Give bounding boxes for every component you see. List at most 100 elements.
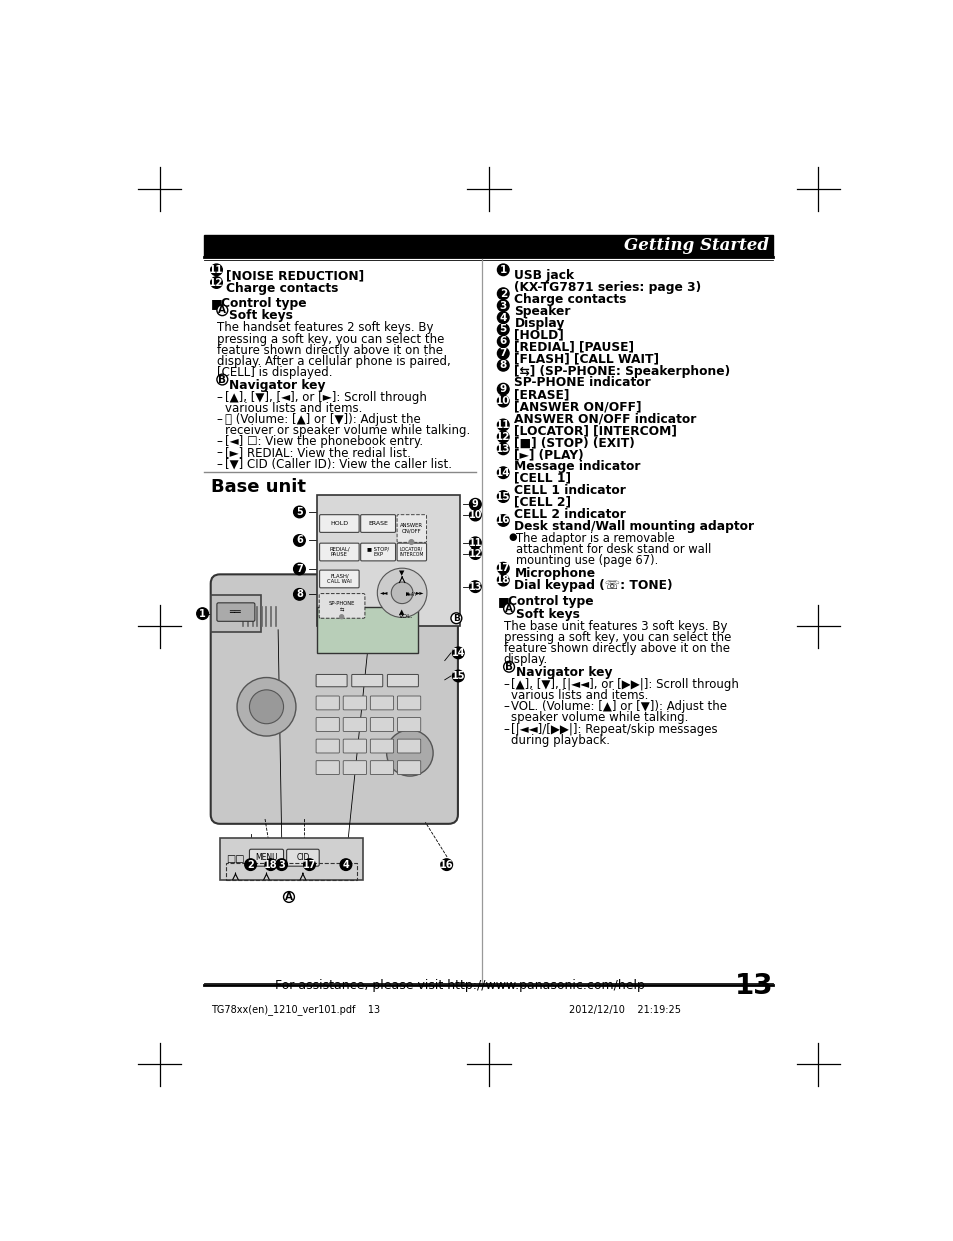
Circle shape <box>249 690 283 724</box>
Text: 8: 8 <box>295 589 302 599</box>
Bar <box>316 495 459 625</box>
Circle shape <box>275 859 287 870</box>
FancyBboxPatch shape <box>319 544 358 561</box>
Text: ANSWER
ON/OFF: ANSWER ON/OFF <box>399 522 422 534</box>
Text: 5: 5 <box>295 508 302 517</box>
Text: [CELL] is displayed.: [CELL] is displayed. <box>216 366 332 379</box>
Circle shape <box>497 360 509 371</box>
Text: [CELL 1]: [CELL 1] <box>514 472 571 485</box>
FancyBboxPatch shape <box>315 740 339 753</box>
Text: during playback.: during playback. <box>511 733 610 747</box>
Text: ■: ■ <box>497 596 509 608</box>
Text: 3: 3 <box>278 860 285 870</box>
FancyBboxPatch shape <box>343 696 366 710</box>
Text: 13: 13 <box>496 444 510 454</box>
FancyBboxPatch shape <box>370 740 394 753</box>
Text: 8: 8 <box>499 360 506 370</box>
Circle shape <box>497 324 509 335</box>
Text: display.: display. <box>503 653 547 666</box>
FancyBboxPatch shape <box>352 674 382 686</box>
Text: ►: ► <box>405 592 411 597</box>
Circle shape <box>216 374 228 385</box>
Text: [HOLD]: [HOLD] <box>514 329 563 341</box>
Text: A: A <box>218 305 226 315</box>
Circle shape <box>451 613 461 624</box>
FancyBboxPatch shape <box>343 740 366 753</box>
Circle shape <box>497 490 509 503</box>
Bar <box>220 838 363 880</box>
FancyBboxPatch shape <box>370 717 394 731</box>
Text: [LOCATOR] [INTERCOM]: [LOCATOR] [INTERCOM] <box>514 424 677 437</box>
Circle shape <box>294 535 305 546</box>
Circle shape <box>386 730 433 776</box>
Circle shape <box>245 859 256 870</box>
Text: various lists and items.: various lists and items. <box>511 689 648 702</box>
Text: TG78xx(en)_1210_ver101.pdf    13: TG78xx(en)_1210_ver101.pdf 13 <box>211 1004 379 1015</box>
Text: ■ STOP/
EXP: ■ STOP/ EXP <box>367 546 389 557</box>
Text: feature shown directly above it on the: feature shown directly above it on the <box>503 642 729 655</box>
Text: [CELL 2]: [CELL 2] <box>514 496 571 509</box>
Circle shape <box>497 311 509 324</box>
FancyBboxPatch shape <box>397 717 420 731</box>
Text: REDIAL/
PAUSE: REDIAL/ PAUSE <box>329 546 350 557</box>
Circle shape <box>303 859 315 870</box>
Circle shape <box>497 467 509 479</box>
FancyBboxPatch shape <box>396 544 426 561</box>
Text: 6: 6 <box>499 336 506 346</box>
FancyBboxPatch shape <box>211 575 457 824</box>
Circle shape <box>265 859 276 870</box>
Circle shape <box>283 891 294 902</box>
Text: B: B <box>218 375 226 385</box>
Text: The base unit features 3 soft keys. By: The base unit features 3 soft keys. By <box>503 619 726 633</box>
Text: [FLASH] [CALL WAIT]: [FLASH] [CALL WAIT] <box>514 352 659 366</box>
FancyBboxPatch shape <box>370 696 394 710</box>
Text: B: B <box>504 661 513 671</box>
Text: 17: 17 <box>302 860 316 870</box>
Text: ●: ● <box>508 531 517 541</box>
Circle shape <box>196 608 208 619</box>
Text: Desk stand/Wall mounting adaptor: Desk stand/Wall mounting adaptor <box>514 520 754 532</box>
Text: –: – <box>503 722 509 736</box>
Circle shape <box>452 647 464 659</box>
Text: [►] (PLAY): [►] (PLAY) <box>514 448 583 462</box>
Text: feature shown directly above it on the: feature shown directly above it on the <box>216 344 442 356</box>
Text: 11: 11 <box>496 419 510 429</box>
Text: Charge contacts: Charge contacts <box>226 282 338 295</box>
Circle shape <box>469 499 480 510</box>
Circle shape <box>452 670 464 681</box>
Circle shape <box>469 547 480 560</box>
Text: –: – <box>216 458 223 470</box>
Circle shape <box>497 431 509 443</box>
Text: 3: 3 <box>499 300 506 310</box>
Text: CID: CID <box>296 854 310 862</box>
Text: LOCATOR/
INTERCOM: LOCATOR/ INTERCOM <box>398 546 423 557</box>
Text: 2: 2 <box>499 289 506 299</box>
Text: 9: 9 <box>499 385 506 395</box>
Text: 2: 2 <box>247 860 253 870</box>
Text: –: – <box>503 678 509 691</box>
Text: speaker volume while talking.: speaker volume while talking. <box>511 711 688 725</box>
FancyBboxPatch shape <box>315 696 339 710</box>
Bar <box>226 862 356 880</box>
FancyBboxPatch shape <box>370 761 394 774</box>
Circle shape <box>497 300 509 311</box>
FancyBboxPatch shape <box>343 761 366 774</box>
Text: –: – <box>216 391 223 403</box>
Circle shape <box>497 443 509 454</box>
Circle shape <box>211 264 222 276</box>
Circle shape <box>497 383 509 395</box>
Text: 15: 15 <box>496 491 510 501</box>
Circle shape <box>339 614 343 618</box>
Text: 16: 16 <box>496 515 510 525</box>
Text: (KX-TG7871 series: page 3): (KX-TG7871 series: page 3) <box>514 280 700 294</box>
Text: For assistance, please visit http://www.panasonic.com/help: For assistance, please visit http://www.… <box>275 979 644 993</box>
Text: [ERASE]: [ERASE] <box>514 388 569 401</box>
Text: ⌕ (Volume: [▲] or [▼]): Adjust the: ⌕ (Volume: [▲] or [▼]): Adjust the <box>224 413 420 426</box>
Bar <box>316 607 417 653</box>
Text: Navigator key: Navigator key <box>516 666 612 679</box>
FancyBboxPatch shape <box>216 603 254 622</box>
Text: 11: 11 <box>468 537 481 547</box>
Circle shape <box>469 537 480 549</box>
Text: 12: 12 <box>209 278 224 288</box>
Text: 13: 13 <box>468 582 481 592</box>
